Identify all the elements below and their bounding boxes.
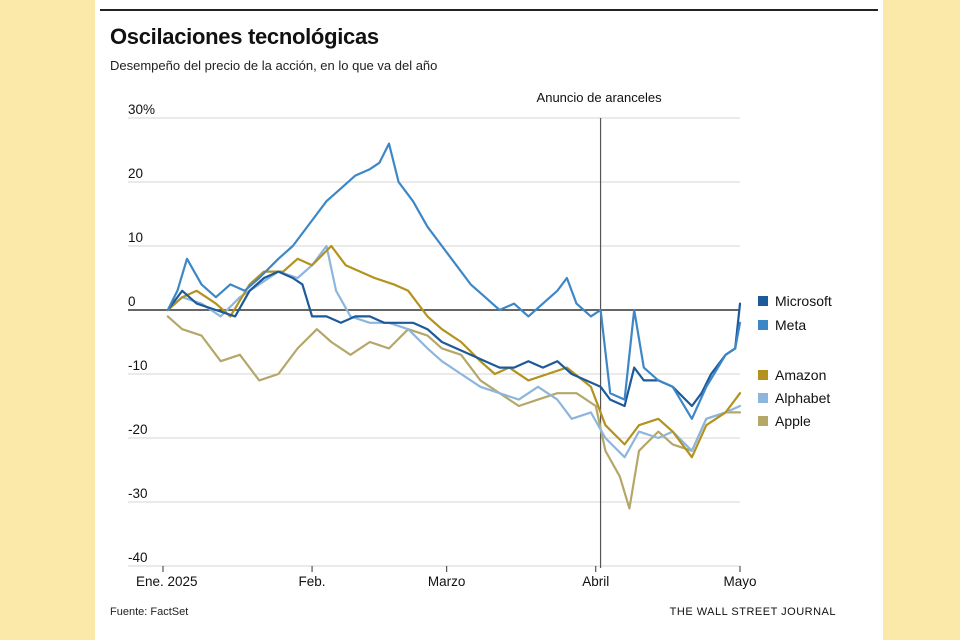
legend-swatch-amazon — [758, 370, 768, 380]
series-line-microsoft — [166, 270, 742, 408]
x-tick-label: Feb. — [299, 574, 326, 589]
x-tick-label: Marzo — [428, 574, 466, 589]
x-tick-label: Ene. 2025 — [136, 574, 198, 589]
y-tick-label: 10 — [128, 230, 143, 245]
legend-label-microsoft: Microsoft — [775, 293, 832, 309]
series-line-alphabet — [166, 244, 742, 459]
legend-swatch-microsoft — [758, 296, 768, 306]
y-tick-label: -40 — [128, 550, 148, 565]
x-tick-label: Mayo — [723, 574, 756, 589]
x-tick-label: Abril — [582, 574, 609, 589]
legend-label-amazon: Amazon — [775, 367, 826, 383]
chart-subtitle: Desempeño del precio de la acción, en lo… — [110, 58, 438, 73]
y-tick-label: 20 — [128, 166, 143, 181]
publisher-credit: THE WALL STREET JOURNAL — [669, 606, 836, 618]
chart-title: Oscilaciones tecnológicas — [110, 24, 379, 49]
series-line-apple — [166, 315, 742, 510]
annotation-label: Anuncio de aranceles — [537, 90, 663, 105]
source-note: Fuente: FactSet — [110, 606, 189, 618]
legend-label-apple: Apple — [775, 413, 811, 429]
legend-swatch-meta — [758, 320, 768, 330]
y-tick-label: 0 — [128, 294, 136, 309]
series-line-meta — [166, 142, 742, 420]
legend-swatch-alphabet — [758, 393, 768, 403]
y-tick-label: -30 — [128, 486, 148, 501]
series-line-amazon — [166, 244, 742, 459]
top-rule — [100, 9, 878, 11]
y-tick-label: -20 — [128, 422, 148, 437]
y-tick-label: -10 — [128, 358, 148, 373]
chart-card: Oscilaciones tecnológicas Desempeño del … — [95, 0, 883, 640]
legend-swatch-apple — [758, 416, 768, 426]
y-tick-label: 30% — [128, 102, 155, 117]
legend-label-meta: Meta — [775, 317, 806, 333]
legend-label-alphabet: Alphabet — [775, 390, 830, 406]
